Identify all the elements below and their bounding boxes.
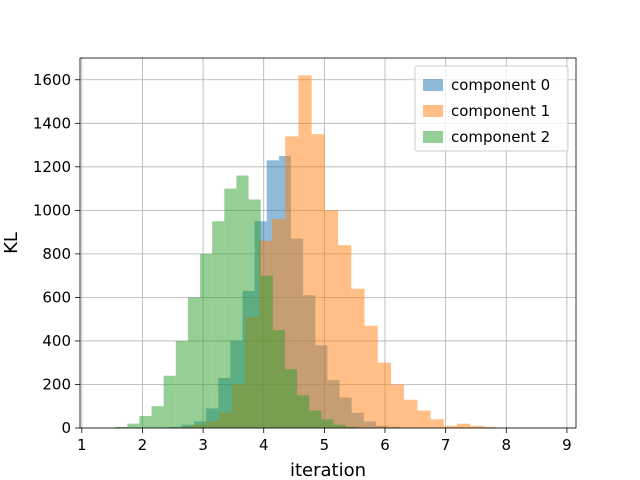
histogram-bar (297, 395, 310, 428)
x-tick-label: 8 (501, 436, 511, 454)
x-tick-label: 6 (380, 436, 390, 454)
histogram-bar (377, 362, 391, 428)
histogram-bar (139, 416, 152, 428)
legend-label: component 2 (451, 128, 550, 146)
histogram-bar (470, 425, 484, 428)
x-axis-label: iteration (290, 460, 366, 480)
y-tick-label: 600 (42, 288, 71, 306)
histogram-bar (345, 426, 358, 428)
histogram-bar (483, 426, 497, 428)
histogram-bar (457, 423, 471, 428)
histogram-bar (309, 410, 322, 428)
histogram-bar (272, 330, 285, 428)
histogram-bar (430, 419, 444, 428)
plot-frame (79, 57, 577, 429)
y-tick-label: 1400 (33, 114, 71, 132)
y-tick-label: 800 (42, 245, 71, 263)
legend-item: component 1 (423, 102, 550, 120)
histogram-bar (390, 384, 405, 428)
legend-swatch (423, 131, 443, 143)
x-tick-label: 5 (320, 436, 330, 454)
y-tick-label: 0 (61, 419, 71, 437)
histogram-bar (175, 340, 188, 428)
histogram-bar (364, 325, 378, 428)
histogram-bar (338, 245, 352, 428)
x-tick-label: 4 (259, 436, 269, 454)
legend-item: component 0 (423, 76, 550, 94)
y-tick-label: 1200 (33, 158, 71, 176)
y-tick-label: 1000 (33, 201, 71, 219)
histogram-bar (224, 188, 237, 428)
x-tick-label: 1 (77, 436, 87, 454)
x-tick-label: 7 (441, 436, 451, 454)
x-tick-label: 9 (562, 436, 572, 454)
y-tick-label: 400 (42, 332, 71, 350)
histogram-bar (333, 424, 346, 428)
histogram-bar (324, 210, 339, 428)
histogram-bar (260, 275, 273, 428)
histogram-bar (351, 288, 365, 428)
histogram-bar (115, 426, 128, 428)
histogram-bar (200, 253, 213, 428)
legend-swatch (423, 79, 443, 91)
histogram-bar (311, 134, 325, 429)
histogram-bar (404, 399, 418, 428)
histogram-bar (163, 375, 176, 428)
histogram-bar (285, 136, 299, 428)
legend-label: component 1 (451, 102, 550, 120)
y-tick-label: 200 (42, 375, 71, 393)
histogram-bar (212, 221, 225, 428)
histogram-bar (236, 175, 249, 428)
ticks: 1 2 3 4 5 6 7 8 9 0 200 400 600 800 1000 1200 1400 1600 (33, 71, 572, 454)
histogram-bar (417, 410, 431, 428)
histogram-bar (443, 425, 458, 428)
legend-label: component 0 (451, 76, 550, 94)
x-tick-label: 3 (198, 436, 208, 454)
series-2-bars (115, 175, 358, 428)
histogram-bar (298, 75, 312, 428)
legend-item: component 2 (423, 128, 550, 146)
bars (115, 75, 497, 429)
y-axis-label: KL (1, 232, 22, 254)
histogram-bar (248, 199, 261, 428)
histogram-bar (284, 369, 298, 428)
histogram-bar (151, 406, 164, 428)
legend-box (414, 65, 569, 152)
histogram-bar (187, 297, 201, 428)
histogram-bar (127, 423, 140, 428)
histogram-bar (321, 419, 334, 428)
legend: component 0 component 1 component 2 (414, 65, 569, 152)
y-tick-label: 1600 (33, 71, 71, 89)
legend-swatch (423, 105, 443, 117)
x-tick-label: 2 (138, 436, 148, 454)
